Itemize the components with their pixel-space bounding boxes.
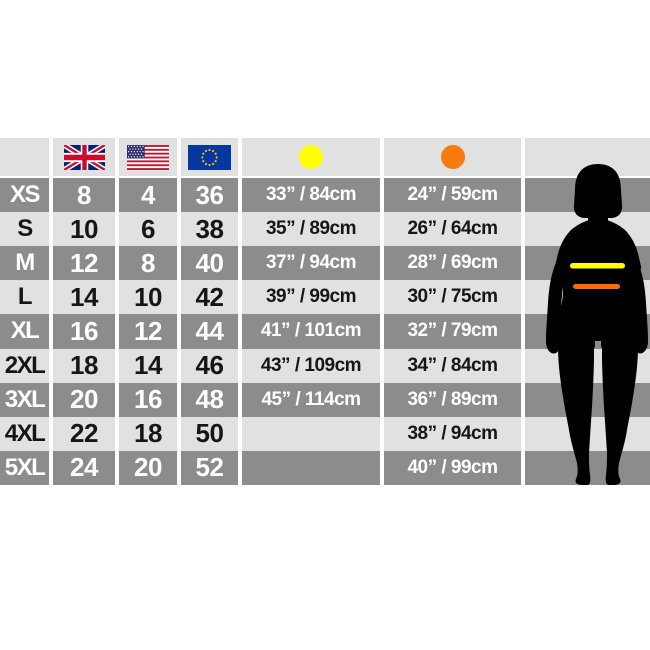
waist-measurement: 40” / 99cm <box>384 450 521 485</box>
eu-size: 48 <box>181 382 238 417</box>
waist-measurement: 38” / 94cm <box>384 416 521 451</box>
size-label: S <box>0 212 49 247</box>
waist-measurement: 32” / 79cm <box>384 314 521 349</box>
eu-size: 52 <box>181 450 238 485</box>
us-size: 10 <box>119 280 177 315</box>
waist-band <box>573 284 620 289</box>
uk-column-header <box>53 138 115 176</box>
us-size: 16 <box>119 382 177 417</box>
uk-size: 12 <box>53 246 115 281</box>
us-size: 12 <box>119 314 177 349</box>
size-column-header <box>0 138 49 176</box>
uk-size: 22 <box>53 416 115 451</box>
table-row-5xl: 5XL 24 20 52 40” / 99cm <box>0 450 650 485</box>
bust-dot-icon <box>299 145 323 169</box>
waist-dot-icon <box>440 145 465 169</box>
eu-size: 40 <box>181 246 238 281</box>
waist-measurement: 34” / 84cm <box>384 348 521 383</box>
uk-flag-icon <box>63 144 105 170</box>
waist-measurement: 24” / 59cm <box>384 178 521 213</box>
uk-size: 16 <box>53 314 115 349</box>
eu-size: 42 <box>181 280 238 315</box>
table-row-xs: XS 8 4 36 33” / 84cm 24” / 59cm <box>0 178 650 213</box>
uk-size: 14 <box>53 280 115 315</box>
bust-measurement <box>242 450 380 485</box>
us-size: 6 <box>119 212 177 247</box>
size-label: M <box>0 246 49 281</box>
waist-measurement: 28” / 69cm <box>384 246 521 281</box>
uk-size: 10 <box>53 212 115 247</box>
us-column-header <box>119 138 177 176</box>
size-label: 3XL <box>0 382 49 417</box>
eu-size: 50 <box>181 416 238 451</box>
us-size: 20 <box>119 450 177 485</box>
eu-column-header <box>181 138 238 176</box>
waist-measurement: 30” / 75cm <box>384 280 521 315</box>
eu-size: 46 <box>181 348 238 383</box>
table-header-row <box>0 138 650 176</box>
uk-size: 8 <box>53 178 115 213</box>
bust-column-header <box>242 138 380 176</box>
uk-size: 18 <box>53 348 115 383</box>
us-size: 4 <box>119 178 177 213</box>
bust-measurement: 41” / 101cm <box>242 314 380 349</box>
table-row-s: S 10 6 38 35” / 89cm 26” / 64cm <box>0 212 650 247</box>
eu-size: 38 <box>181 212 238 247</box>
size-chart-table: XS 8 4 36 33” / 84cm 24” / 59cm S 10 6 3… <box>0 138 650 485</box>
bust-measurement: 35” / 89cm <box>242 212 380 247</box>
table-row-4xl: 4XL 22 18 50 38” / 94cm <box>0 416 650 451</box>
size-label: 4XL <box>0 416 49 451</box>
size-label: L <box>0 280 49 315</box>
us-size: 14 <box>119 348 177 383</box>
female-silhouette-icon <box>546 164 648 485</box>
uk-size: 20 <box>53 382 115 417</box>
waist-measurement: 26” / 64cm <box>384 212 521 247</box>
size-label: XL <box>0 314 49 349</box>
eu-flag-icon <box>188 144 231 170</box>
bust-measurement <box>242 416 380 451</box>
waist-column-header <box>384 138 521 176</box>
us-size: 18 <box>119 416 177 451</box>
size-label: 2XL <box>0 348 49 383</box>
table-body: XS 8 4 36 33” / 84cm 24” / 59cm S 10 6 3… <box>0 178 650 485</box>
bust-measurement: 39” / 99cm <box>242 280 380 315</box>
size-label: XS <box>0 178 49 213</box>
bust-measurement: 33” / 84cm <box>242 178 380 213</box>
eu-size: 44 <box>181 314 238 349</box>
eu-size: 36 <box>181 178 238 213</box>
bust-band <box>570 263 625 269</box>
table-row-l: L 14 10 42 39” / 99cm 30” / 75cm <box>0 280 650 315</box>
us-size: 8 <box>119 246 177 281</box>
uk-size: 24 <box>53 450 115 485</box>
us-flag-icon <box>127 144 169 170</box>
bust-measurement: 45” / 114cm <box>242 382 380 417</box>
bust-measurement: 37” / 94cm <box>242 246 380 281</box>
table-row-m: M 12 8 40 37” / 94cm 28” / 69cm <box>0 246 650 281</box>
waist-measurement: 36” / 89cm <box>384 382 521 417</box>
size-label: 5XL <box>0 450 49 485</box>
bust-measurement: 43” / 109cm <box>242 348 380 383</box>
